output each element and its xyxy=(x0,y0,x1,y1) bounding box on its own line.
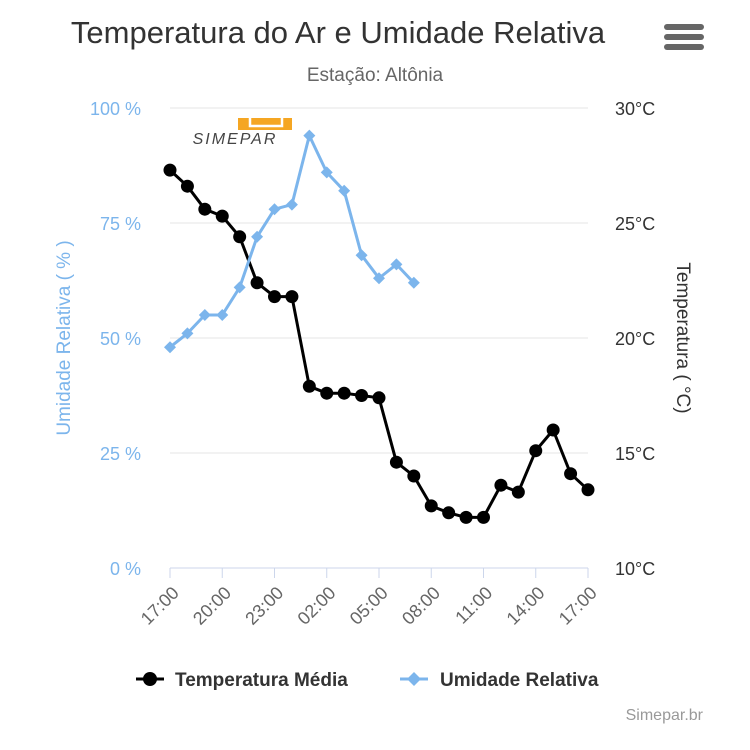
legend-item-temperatura[interactable]: Temperatura Média xyxy=(136,670,348,691)
right-axis-tick-label: 30°C xyxy=(615,99,655,119)
logo-text: SIMEPAR xyxy=(193,131,278,148)
data-point-umidade xyxy=(320,166,333,179)
data-point-temperatura xyxy=(564,467,578,481)
data-point-umidade xyxy=(303,129,316,142)
data-point-umidade xyxy=(181,327,194,340)
logo-mark xyxy=(248,118,284,128)
chart-menu-button[interactable] xyxy=(664,24,704,56)
data-point-temperatura xyxy=(198,202,212,216)
left-axis-tick-label: 75 % xyxy=(100,214,141,234)
data-point-temperatura xyxy=(285,290,299,304)
x-axis-tick-label: 17:00 xyxy=(137,583,183,629)
left-axis-tick-label: 100 % xyxy=(90,99,141,119)
right-axis-tick-label: 25°C xyxy=(615,214,655,234)
data-point-umidade xyxy=(355,249,368,262)
x-axis-tick-label: 23:00 xyxy=(241,583,287,629)
data-point-temperatura xyxy=(215,209,229,223)
data-point-temperatura xyxy=(407,469,421,483)
legend-label-temperatura: Temperatura Média xyxy=(175,670,348,691)
data-point-temperatura xyxy=(424,499,438,513)
data-point-temperatura xyxy=(302,379,316,393)
left-axis-title: Umidade Relativa ( % ) xyxy=(54,240,75,435)
x-axis-tick-label: 20:00 xyxy=(189,583,235,629)
data-point-umidade xyxy=(251,230,264,243)
data-point-temperatura xyxy=(355,389,369,402)
data-point-temperatura xyxy=(389,455,403,469)
logo-bar xyxy=(238,118,292,130)
data-point-umidade xyxy=(338,184,351,197)
series xyxy=(163,129,595,524)
x-axis-tick-label: 08:00 xyxy=(398,583,444,629)
data-point-temperatura xyxy=(581,483,595,497)
x-axis-tick-label: 14:00 xyxy=(503,583,549,629)
data-point-temperatura xyxy=(477,510,490,524)
left-axis-tick-label: 0 % xyxy=(110,559,141,579)
data-point-temperatura xyxy=(511,485,525,499)
data-point-temperatura xyxy=(442,506,456,520)
series-line-temperatura xyxy=(168,168,590,519)
data-point-temperatura xyxy=(459,510,473,524)
chart-subtitle: Estação: Altônia xyxy=(307,65,444,86)
right-axis-tick-label: 15°C xyxy=(615,444,655,464)
legend-label-umidade: Umidade Relativa xyxy=(440,670,599,691)
legend-marker-umidade xyxy=(407,672,421,686)
data-point-umidade xyxy=(390,258,403,271)
data-point-umidade xyxy=(268,203,281,216)
right-axis-tick-label: 20°C xyxy=(615,329,655,349)
legend: Temperatura Média Umidade Relativa xyxy=(136,670,599,691)
data-point-temperatura xyxy=(250,276,264,290)
left-axis-tick-label: 25 % xyxy=(100,444,141,464)
data-point-temperatura xyxy=(180,179,194,193)
data-point-umidade xyxy=(407,276,420,289)
data-point-umidade xyxy=(373,272,385,285)
credits-link[interactable]: Simepar.br xyxy=(626,707,704,724)
right-axis-title: Temperatura ( °C) xyxy=(672,262,693,413)
menu-bar xyxy=(664,44,704,50)
data-point-umidade xyxy=(164,341,176,354)
data-point-temperatura xyxy=(163,163,177,177)
x-axis-tick-label: 17:00 xyxy=(555,583,601,629)
axes: Umidade Relativa ( % ) Temperatura ( °C)… xyxy=(54,99,693,629)
data-point-temperatura xyxy=(494,478,508,492)
data-point-temperatura xyxy=(268,290,281,304)
data-point-temperatura xyxy=(529,444,543,458)
data-point-umidade xyxy=(233,281,246,294)
data-point-temperatura xyxy=(233,230,247,244)
x-axis-tick-label: 02:00 xyxy=(294,583,340,629)
data-point-umidade xyxy=(285,198,298,211)
menu-bar xyxy=(664,34,704,40)
legend-marker-temperatura xyxy=(143,672,157,686)
chart-title: Temperatura do Ar e Umidade Relativa xyxy=(71,15,606,50)
simepar-logo: SIMEPAR xyxy=(193,118,292,148)
data-point-temperatura xyxy=(546,423,560,437)
right-axis-tick-label: 10°C xyxy=(615,559,655,579)
x-axis-tick-label: 11:00 xyxy=(451,583,496,628)
data-point-umidade xyxy=(216,309,229,321)
data-point-temperatura xyxy=(337,386,351,400)
legend-item-umidade[interactable]: Umidade Relativa xyxy=(400,670,599,691)
menu-bar xyxy=(664,24,704,30)
data-point-temperatura xyxy=(372,391,386,405)
left-axis-tick-label: 50 % xyxy=(100,329,141,349)
data-point-temperatura xyxy=(320,386,334,400)
grid-lines xyxy=(170,107,588,569)
data-point-umidade xyxy=(198,309,211,321)
x-axis-tick-label: 05:00 xyxy=(346,583,392,629)
